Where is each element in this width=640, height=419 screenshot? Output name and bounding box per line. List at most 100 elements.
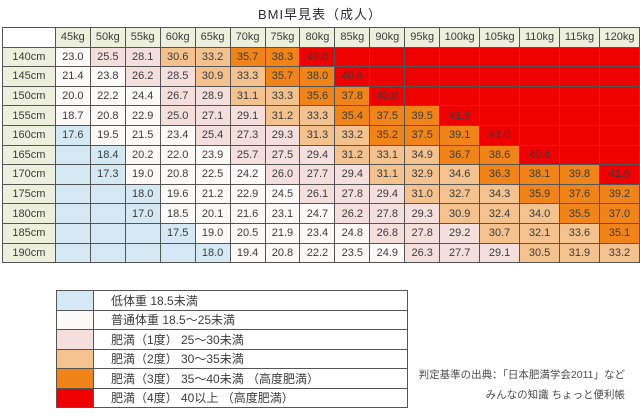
height-label: 175cm	[2, 183, 56, 205]
bmi-cell	[559, 144, 600, 166]
bmi-cell: 31.1	[229, 85, 266, 107]
bmi-cell: 26.7	[159, 85, 196, 107]
legend-label: 肥満（1度） 25〜30未満	[93, 329, 408, 350]
height-label: 165cm	[2, 144, 56, 166]
bmi-cell: 21.5	[124, 124, 161, 146]
bmi-row: 175cm 18.0 19.6 21.2 22.9 24.5 26.1 27.8 29.4 31.…	[2, 183, 640, 205]
bmi-cell: 23.0	[54, 46, 91, 68]
bmi-cell: 24.4	[124, 85, 161, 107]
weight-header: 95kg	[404, 27, 441, 48]
page-title: BMI早見表（成人）	[257, 7, 383, 22]
bmi-cell: 40.8	[299, 46, 336, 68]
bmi-cell: 39.5	[404, 105, 441, 126]
bmi-cell	[89, 242, 126, 264]
bmi-cell: 35.5	[559, 203, 600, 224]
legend-row: 普通体重 18.5〜25未満	[56, 309, 408, 330]
legend-row: 肥満（1度） 25〜30未満	[56, 329, 408, 350]
bmi-cell: 26.2	[124, 66, 161, 87]
bmi-cell: 20.0	[54, 85, 91, 107]
bmi-cell	[598, 144, 640, 166]
legend-swatch	[56, 309, 94, 330]
bmi-cell: 18.7	[54, 105, 91, 126]
bmi-cell: 34.9	[404, 144, 441, 166]
bmi-cell	[598, 85, 640, 107]
legend-label: 肥満（2度） 30〜35未満	[93, 348, 408, 369]
bmi-cell: 22.9	[124, 105, 161, 126]
bmi-cell	[519, 124, 561, 146]
bmi-cell: 27.7	[299, 164, 336, 185]
bmi-cell: 18.4	[89, 144, 126, 166]
bmi-cell: 20.5	[229, 222, 266, 244]
height-label: 145cm	[2, 66, 56, 87]
height-label: 150cm	[2, 85, 56, 107]
bmi-row: 140cm 23.0 25.5 28.1 30.6 33.2 35.7 38.3 40.8	[2, 46, 640, 68]
bmi-cell: 37.8	[334, 85, 371, 107]
bmi-cell	[159, 242, 196, 264]
legend-swatch	[56, 290, 94, 311]
bmi-cell: 41.6	[439, 105, 481, 126]
weight-header: 120kg	[598, 27, 640, 48]
bmi-cell: 33.3	[229, 66, 266, 87]
bmi-cell	[54, 164, 91, 185]
bmi-cell: 33.1	[369, 144, 406, 166]
bmi-cell: 35.9	[519, 183, 561, 205]
bmi-cell: 34.0	[519, 203, 561, 224]
bmi-cell	[479, 66, 521, 87]
bmi-cell: 35.7	[229, 46, 266, 68]
bmi-cell	[439, 85, 481, 107]
bmi-cell: 36.7	[439, 144, 481, 166]
bmi-cell: 21.6	[229, 203, 266, 224]
weight-header: 70kg	[229, 27, 266, 48]
bmi-cell: 38.3	[264, 46, 301, 68]
bmi-cell: 30.9	[194, 66, 231, 87]
legend-table: 低体重 18.5未満 普通体重 18.5〜25未満 肥満（1度） 25〜30未満 肥満…	[56, 290, 408, 408]
height-label: 185cm	[2, 222, 56, 244]
legend-row: 肥満（4度） 40以上 （高度肥満）	[56, 387, 408, 408]
bmi-cell: 30.9	[439, 203, 481, 224]
bmi-cell: 29.1	[479, 242, 521, 264]
weight-header: 105kg	[479, 27, 521, 48]
bmi-cell: 35.7	[264, 66, 301, 87]
bmi-cell: 22.2	[299, 242, 336, 264]
weight-header: 45kg	[54, 27, 91, 48]
bmi-cell: 22.5	[194, 164, 231, 185]
bmi-cell	[89, 203, 126, 224]
legend-swatch	[56, 368, 94, 389]
legend-label: 肥満（4度） 40以上 （高度肥満）	[93, 387, 408, 408]
bmi-cell: 30.6	[159, 46, 196, 68]
bmi-cell: 24.2	[229, 164, 266, 185]
bmi-cell: 23.8	[89, 66, 126, 87]
bmi-cell: 25.5	[89, 46, 126, 68]
bmi-cell: 37.6	[559, 183, 600, 205]
bmi-cell: 33.2	[194, 46, 231, 68]
bmi-cell: 21.4	[54, 66, 91, 87]
bmi-cell: 22.0	[159, 144, 196, 166]
bmi-cell: 28.1	[124, 46, 161, 68]
legend-label: 低体重 18.5未満	[93, 290, 408, 311]
bmi-cell: 41.5	[598, 164, 640, 185]
bmi-cell: 31.0	[404, 183, 441, 205]
bmi-cell: 37.0	[598, 203, 640, 224]
bmi-cell	[598, 66, 640, 87]
height-label: 140cm	[2, 46, 56, 68]
bmi-cell: 39.8	[559, 164, 600, 185]
bmi-cell: 27.8	[369, 203, 406, 224]
bmi-cell	[519, 66, 561, 87]
bmi-cell: 24.9	[369, 242, 406, 264]
bmi-cell	[519, 46, 561, 68]
bmi-cell	[559, 124, 600, 146]
bmi-cell: 34.3	[479, 183, 521, 205]
bmi-cell: 35.1	[598, 222, 640, 244]
bmi-row: 165cm 18.4 20.2 22.0 23.9 25.7 27.5 29.4 31.2 33.…	[2, 144, 640, 166]
legend-swatch	[56, 387, 94, 408]
legend-row: 肥満（2度） 30〜35未満	[56, 348, 408, 369]
bmi-cell: 36.3	[479, 164, 521, 185]
bmi-cell: 28.5	[159, 66, 196, 87]
bmi-cell	[598, 124, 640, 146]
bmi-cell: 28.9	[194, 85, 231, 107]
bmi-table: 45kg 50kg 55kg 60kg 65kg 70kg 75kg 80kg 85kg 90kg…	[2, 27, 640, 264]
bmi-cell: 37.5	[369, 105, 406, 126]
height-label: 190cm	[2, 242, 56, 264]
legend-body: 低体重 18.5未満 普通体重 18.5〜25未満 肥満（1度） 25〜30未満 肥満…	[56, 290, 408, 408]
bmi-cell: 27.8	[334, 183, 371, 205]
